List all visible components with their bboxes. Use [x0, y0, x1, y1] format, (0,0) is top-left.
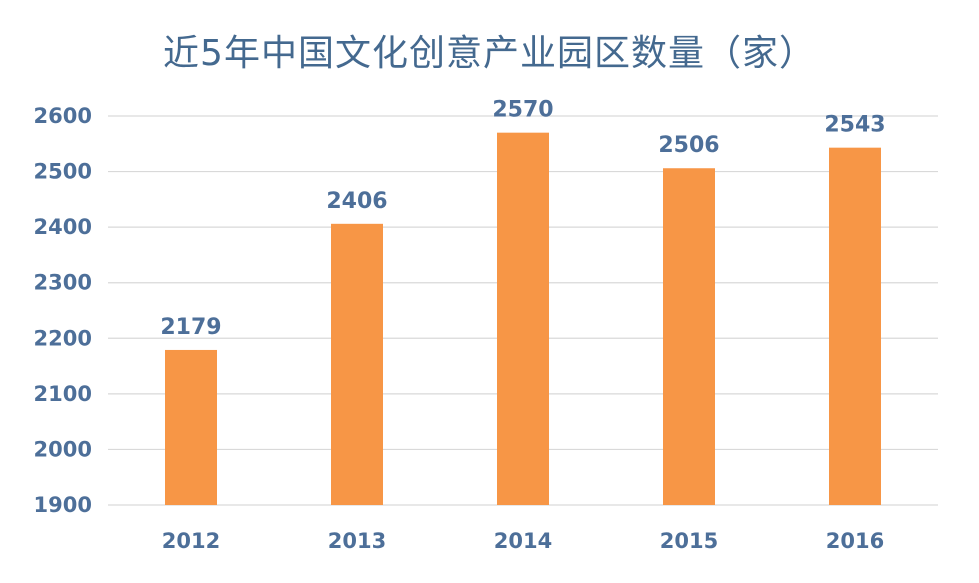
x-tick-label: 2016 — [826, 529, 884, 553]
chart-title: 近5年中国文化创意产业园区数量（家） — [163, 33, 816, 74]
y-tick-label: 2500 — [34, 160, 92, 184]
x-tick-label: 2015 — [660, 529, 718, 553]
data-label: 2406 — [326, 189, 387, 214]
x-tick-label: 2013 — [328, 529, 386, 553]
y-tick-label: 2400 — [34, 215, 92, 239]
bar — [663, 168, 715, 506]
y-tick-label: 2200 — [34, 326, 92, 350]
data-label: 2570 — [492, 98, 553, 123]
bar — [331, 223, 383, 505]
x-tick-label: 2012 — [162, 529, 220, 553]
data-label: 2543 — [824, 113, 885, 138]
data-label: 2179 — [160, 315, 221, 340]
y-tick-label: 2100 — [34, 382, 92, 406]
y-tick-label: 2000 — [34, 437, 92, 461]
bar — [829, 147, 881, 505]
bar — [497, 132, 549, 505]
y-tick-label: 2300 — [34, 271, 92, 295]
x-tick-label: 2014 — [494, 529, 552, 553]
y-tick-label: 2600 — [34, 104, 92, 128]
data-label: 2506 — [658, 133, 719, 158]
bar — [165, 349, 217, 505]
y-tick-label: 1900 — [34, 493, 92, 517]
